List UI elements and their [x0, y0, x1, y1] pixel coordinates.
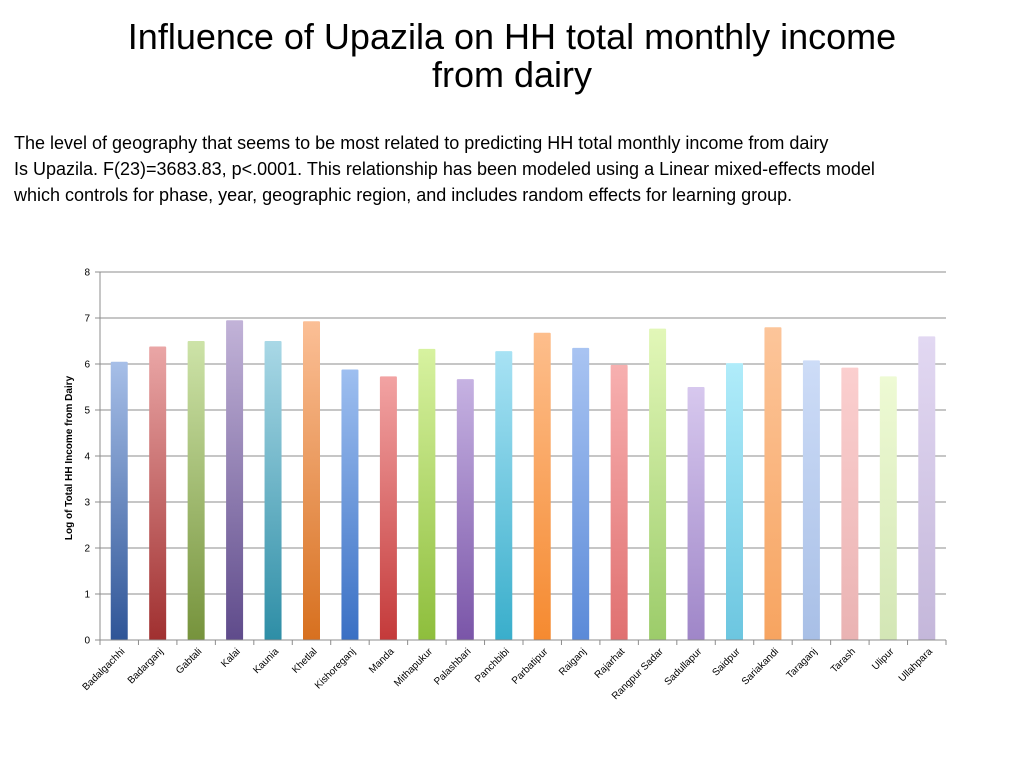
bars: [110, 320, 936, 640]
slide-title-line-1: Influence of Upazila on HH total monthly…: [127, 16, 897, 57]
bar-rangpur-sadar: [649, 328, 667, 640]
body-line-1: The level of geography that seems to be …: [14, 133, 829, 153]
bar-parbatipur: [533, 332, 551, 640]
bar-taraganj: [802, 360, 820, 640]
y-tick-label: 8: [84, 268, 90, 279]
x-category-label: Tarash: [829, 646, 858, 675]
bar-panchbibi: [495, 351, 513, 640]
y-tick-label: 7: [84, 314, 90, 325]
slide-body-text: The level of geography that seems to be …: [14, 130, 1020, 208]
bar-raiganj: [572, 347, 590, 640]
bar-ullahpara: [918, 336, 936, 640]
bar-rajarhat: [610, 364, 628, 640]
x-category-label: Badalgachhi: [81, 646, 128, 693]
x-category-label: Parbatipur: [510, 646, 551, 687]
bar-sadullapur: [687, 387, 705, 640]
y-tick-label: 0: [84, 636, 90, 647]
bar-kishoreganj: [341, 369, 359, 640]
axes: [95, 271, 947, 645]
slide-title-line-2: from dairy: [431, 54, 593, 95]
bar-badalgachhi: [110, 361, 128, 640]
slide-title: Influence of Upazila on HH total monthly…: [70, 18, 954, 94]
x-category-label: Sariakandi: [740, 646, 781, 687]
bar-manda: [379, 376, 397, 640]
x-category-label: Mithapukur: [392, 646, 435, 689]
body-line-3: which controls for phase, year, geograph…: [14, 185, 793, 205]
x-category-label: Kalai: [219, 646, 243, 670]
x-category-label: Kishoreganj: [313, 646, 358, 691]
bar-sariakandi: [764, 327, 782, 640]
bar-gabtali: [187, 341, 205, 640]
y-tick-label: 3: [84, 498, 90, 509]
x-category-label: Palashbari: [432, 646, 473, 687]
x-category-label: Ullahpara: [897, 646, 935, 684]
x-category-label: Taraganj: [785, 646, 820, 681]
bar-chart: 0 1 2 3 4 5 6 7 8 Log of Total HH Income from Dai…: [64, 268, 947, 702]
x-category-label: Saidpur: [710, 646, 743, 679]
bar-khetlal: [303, 321, 320, 640]
x-category-label: Manda: [367, 646, 397, 676]
bar-badarganj: [149, 346, 167, 640]
bar-tarash: [841, 367, 859, 640]
bar-palashbari: [456, 379, 474, 640]
x-category-label: Kaunia: [251, 646, 281, 676]
bar-ulipur: [879, 376, 897, 640]
x-category-label: Badarganj: [126, 646, 166, 686]
y-tick-label: 2: [84, 544, 90, 555]
x-category-label: Rajarhat: [593, 646, 628, 681]
body-line-2: Is Upazila. F(23)=3683.83, p<.0001. This…: [14, 159, 875, 179]
x-category-label: Sadullapur: [663, 646, 705, 688]
bar-saidpur: [726, 363, 743, 640]
y-tick-label: 1: [84, 590, 90, 601]
x-category-label: Raiganj: [557, 646, 589, 678]
x-category-label: Ulipur: [870, 646, 897, 673]
x-category-label: Panchbibi: [473, 646, 512, 685]
y-tick-label: 4: [84, 452, 90, 463]
y-tick-label: 5: [84, 406, 90, 417]
y-axis-label: Log of Total HH Income from Dairy: [64, 375, 75, 540]
y-tick-label: 6: [84, 360, 90, 371]
bar-kaunia: [264, 341, 282, 640]
x-category-label: Khetlal: [290, 646, 319, 675]
bar-mithapukur: [418, 348, 436, 640]
bar-kalai: [226, 320, 244, 640]
x-category-label: Gabtali: [174, 646, 204, 676]
